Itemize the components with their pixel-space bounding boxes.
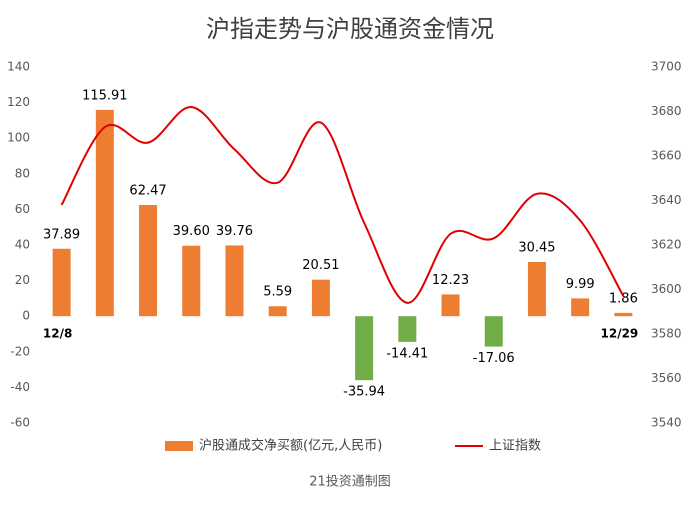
data-label: -14.41 bbox=[386, 346, 428, 361]
data-label: 20.51 bbox=[302, 258, 339, 273]
data-label: 1.86 bbox=[609, 291, 638, 306]
legend-swatch bbox=[165, 441, 193, 451]
x-tick-label: 12/29 bbox=[601, 327, 639, 341]
y2-tick-label: 3540 bbox=[651, 416, 682, 430]
bar bbox=[139, 205, 158, 317]
legend-label: 上证指数 bbox=[489, 439, 541, 454]
y-tick-label: -20 bbox=[10, 344, 30, 358]
data-label: 39.60 bbox=[173, 224, 210, 239]
y2-tick-label: 3660 bbox=[651, 149, 682, 163]
y2-tick-label: 3680 bbox=[651, 104, 682, 118]
data-label: 37.89 bbox=[43, 227, 80, 242]
bar bbox=[225, 245, 244, 317]
data-label: 39.76 bbox=[216, 224, 253, 239]
data-label: 5.59 bbox=[263, 285, 292, 300]
data-label: 62.47 bbox=[129, 184, 166, 199]
line bbox=[60, 106, 625, 304]
y-tick-label: 20 bbox=[15, 273, 30, 287]
data-label: 115.91 bbox=[82, 88, 128, 103]
data-label: 9.99 bbox=[566, 277, 595, 292]
y-tick-label: 140 bbox=[7, 60, 30, 74]
legend-label: 沪股通成交净买额(亿元,人民币) bbox=[199, 438, 382, 454]
data-label: -17.06 bbox=[473, 351, 515, 366]
y-tick-label: 100 bbox=[7, 131, 30, 145]
data-label: 12.23 bbox=[432, 273, 469, 288]
source-note: 21投资通制图 bbox=[309, 474, 391, 490]
y-tick-label: 60 bbox=[15, 202, 30, 216]
bar bbox=[52, 248, 71, 317]
bar bbox=[311, 279, 330, 317]
bar bbox=[398, 316, 417, 342]
data-label: 30.45 bbox=[518, 240, 555, 255]
bar bbox=[441, 294, 460, 317]
y-tick-label: -60 bbox=[10, 416, 30, 430]
y-tick-label: -40 bbox=[10, 380, 30, 394]
y2-tick-label: 3560 bbox=[651, 371, 682, 385]
bar bbox=[268, 306, 287, 317]
bar bbox=[614, 312, 633, 317]
y-tick-label: 0 bbox=[22, 309, 30, 323]
y2-tick-label: 3640 bbox=[651, 193, 682, 207]
y-tick-label: 80 bbox=[15, 166, 30, 180]
y-tick-label: 40 bbox=[15, 238, 30, 252]
y2-tick-label: 3700 bbox=[651, 60, 682, 74]
bar bbox=[571, 298, 590, 317]
bar bbox=[95, 109, 114, 317]
y2-tick-label: 3620 bbox=[651, 238, 682, 252]
bar bbox=[182, 245, 201, 317]
y2-tick-label: 3600 bbox=[651, 282, 682, 296]
y2-tick-label: 3580 bbox=[651, 327, 682, 341]
bar bbox=[355, 316, 374, 381]
x-tick-label: 12/8 bbox=[43, 327, 72, 341]
chart-title: 沪指走势与沪股通资金情况 bbox=[206, 15, 494, 43]
bar bbox=[484, 316, 503, 347]
data-label: -35.94 bbox=[343, 385, 385, 400]
y-tick-label: 120 bbox=[7, 95, 30, 109]
bar bbox=[527, 261, 546, 317]
